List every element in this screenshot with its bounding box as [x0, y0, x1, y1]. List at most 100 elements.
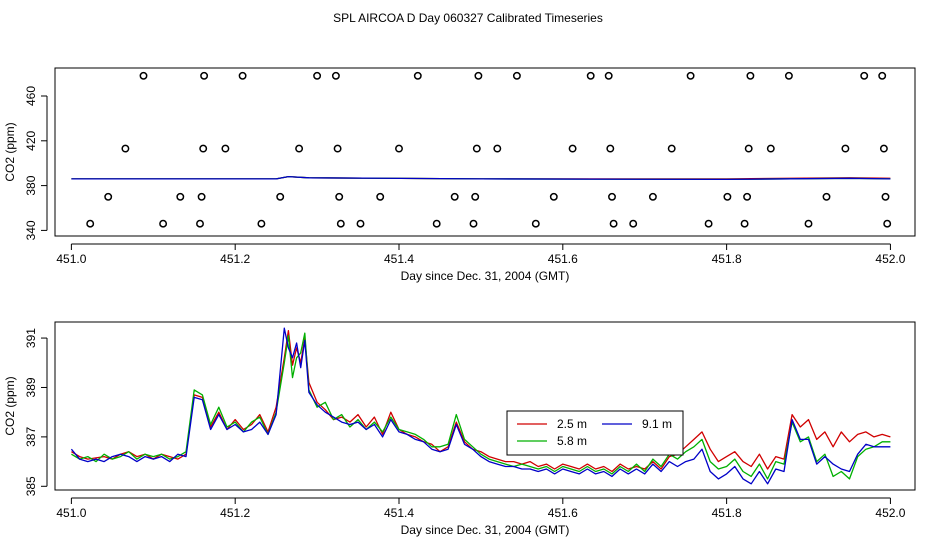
data-point [686, 71, 695, 80]
data-point [804, 219, 813, 228]
data-point [331, 71, 340, 80]
x-tick-label: 452.0 [875, 506, 905, 520]
data-point [139, 71, 148, 80]
x-axis-label: Day since Dec. 31, 2004 (GMT) [401, 269, 570, 283]
data-point [531, 219, 540, 228]
data-point [704, 219, 713, 228]
data-point [822, 192, 831, 201]
data-point [883, 219, 892, 228]
data-point [238, 71, 247, 80]
data-point [743, 192, 752, 201]
data-point [432, 219, 441, 228]
data-point [469, 219, 478, 228]
data-point [121, 144, 130, 153]
x-tick-label: 451.8 [712, 506, 742, 520]
top-panel: 451.0 451.2 451.4 451.6 451.8 452.0 340 380 420 4… [3, 67, 916, 283]
x-tick-label: 451.2 [220, 252, 250, 266]
data-point [471, 192, 480, 201]
data-point [879, 144, 888, 153]
x-tick-label: 451.4 [384, 506, 414, 520]
data-point [784, 71, 793, 80]
data-point [257, 219, 266, 228]
x-tick-label: 451.2 [220, 506, 250, 520]
data-point [606, 144, 615, 153]
series-group [70, 327, 891, 485]
y-tick-label: 385 [24, 476, 38, 496]
plot-frame [54, 321, 916, 491]
chart-title: SPL AIRCOA D Day 060327 Calibrated Times… [333, 11, 603, 25]
x-axis-label: Day since Dec. 31, 2004 (GMT) [401, 523, 570, 537]
data-point [199, 144, 208, 153]
data-point [568, 144, 577, 153]
y-tick-label: 387 [24, 427, 38, 447]
data-point [200, 71, 209, 80]
data-point [376, 192, 385, 201]
data-point [740, 219, 749, 228]
data-point [841, 144, 850, 153]
series-line-9-1-m [70, 327, 891, 485]
legend-label: 5.8 m [557, 434, 587, 448]
legend: 2.5 m 9.1 m 5.8 m [506, 410, 684, 456]
data-point [629, 219, 638, 228]
data-point [860, 71, 869, 80]
y-tick-label: 389 [24, 377, 38, 397]
data-point [549, 192, 558, 201]
x-tick-label: 451.8 [712, 252, 742, 266]
x-tick-label: 451.6 [548, 252, 578, 266]
y-tick-label: 420 [24, 130, 38, 150]
data-point [356, 219, 365, 228]
data-point [512, 71, 521, 80]
data-point [413, 71, 422, 80]
y-tick-label: 340 [24, 220, 38, 240]
data-point [609, 219, 618, 228]
y-axis-label: CO2 (ppm) [3, 376, 17, 435]
data-point [295, 144, 304, 153]
data-point [766, 144, 775, 153]
data-point [196, 219, 204, 228]
data-point [474, 71, 483, 80]
legend-label: 2.5 m [557, 417, 587, 431]
data-point [395, 144, 403, 153]
plot-frame [54, 67, 916, 237]
data-point [746, 71, 755, 80]
data-point [878, 71, 887, 80]
x-tick-label: 451.0 [56, 252, 86, 266]
series-group [71, 175, 891, 181]
x-tick-label: 451.6 [548, 506, 578, 520]
y-tick-label: 460 [24, 86, 38, 106]
data-point [335, 192, 344, 201]
y-axis-label: CO2 (ppm) [3, 122, 17, 181]
series-line-9-1-m [71, 175, 891, 181]
data-point [86, 219, 95, 228]
series-line-5-8-m [71, 332, 891, 480]
data-point [608, 192, 616, 201]
data-point [667, 144, 676, 153]
y-tick-label: 380 [24, 175, 38, 195]
data-point [313, 71, 322, 80]
data-point [333, 144, 342, 153]
data-point [586, 71, 595, 80]
data-point [450, 192, 459, 201]
data-point [604, 71, 613, 80]
data-point [197, 192, 206, 201]
data-point [472, 144, 481, 153]
data-point [221, 144, 230, 153]
data-point [159, 219, 168, 228]
y-tick-label: 391 [24, 328, 38, 348]
data-point [493, 144, 502, 153]
data-point [744, 144, 753, 153]
data-point [648, 192, 657, 201]
x-tick-label: 451.0 [56, 506, 86, 520]
data-point [176, 192, 185, 201]
legend-box [506, 410, 684, 456]
data-point [104, 192, 113, 201]
legend-label: 9.1 m [642, 417, 672, 431]
x-tick-label: 451.4 [384, 252, 414, 266]
x-tick-label: 452.0 [875, 252, 905, 266]
bottom-panel: 451.0 451.2 451.4 451.6 451.8 452.0 385 387 389 3… [3, 321, 916, 537]
data-point [276, 192, 285, 201]
data-point [723, 192, 732, 201]
series-line-2-5-m [71, 329, 891, 473]
data-point [881, 192, 890, 201]
